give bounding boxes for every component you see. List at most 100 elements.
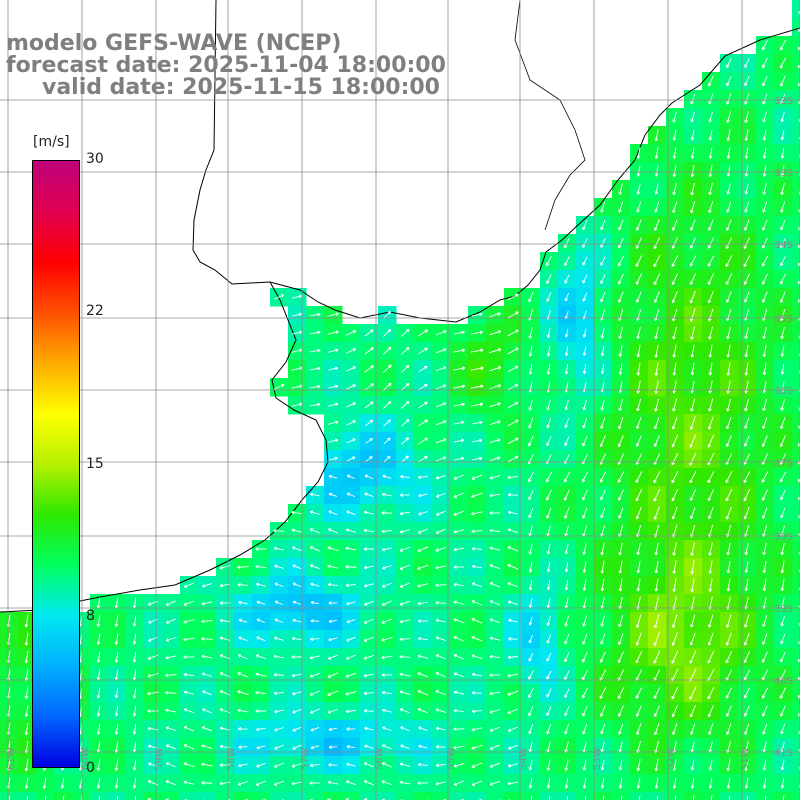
wind-arrow xyxy=(762,543,767,556)
wind-arrow xyxy=(707,255,715,267)
wind-arrow xyxy=(328,601,338,605)
wind-cell xyxy=(792,252,800,271)
wind-arrow xyxy=(725,219,732,231)
wind-cell xyxy=(792,342,800,361)
wind-arrow xyxy=(364,383,374,391)
wind-arrow xyxy=(726,578,731,592)
wind-arrow xyxy=(671,255,679,267)
wind-arrow xyxy=(636,398,642,412)
wind-arrow xyxy=(417,583,429,588)
wind-cell xyxy=(756,792,775,800)
wind-arrow xyxy=(564,579,569,591)
wind-arrow xyxy=(364,492,374,497)
wind-arrow xyxy=(274,582,284,588)
wind-arrow xyxy=(435,565,447,570)
wind-arrow xyxy=(653,506,660,520)
wind-arrow xyxy=(237,583,249,587)
wind-arrow xyxy=(600,578,605,592)
wind-arrow xyxy=(636,327,641,340)
wind-arrow xyxy=(672,326,677,340)
wind-arrow xyxy=(400,401,410,409)
wind-cell xyxy=(792,432,800,451)
wind-arrow xyxy=(726,344,731,358)
wind-arrow xyxy=(708,165,713,178)
wind-arrow xyxy=(636,183,641,195)
wind-arrow xyxy=(762,327,767,340)
wind-arrow xyxy=(453,366,466,371)
wind-arrow xyxy=(635,488,643,502)
wind-arrow xyxy=(672,380,677,394)
wind-arrow xyxy=(582,238,588,248)
wind-arrow xyxy=(672,344,677,358)
wind-arrow xyxy=(653,470,661,484)
wind-arrow xyxy=(507,383,519,391)
wind-arrow xyxy=(726,129,731,142)
wind-arrow xyxy=(418,419,428,427)
wind-cell xyxy=(792,414,800,433)
wind-arrow xyxy=(528,543,533,555)
lon-label: 54W xyxy=(518,747,529,770)
wind-cell xyxy=(792,522,800,541)
wind-arrow xyxy=(582,579,587,591)
wind-arrow xyxy=(310,600,320,605)
wind-arrow xyxy=(618,542,623,556)
wind-arrow xyxy=(471,330,483,335)
wind-arrow xyxy=(435,438,447,444)
wind-arrow xyxy=(365,456,373,462)
wind-arrow xyxy=(654,560,659,574)
wind-arrow xyxy=(399,511,410,516)
wind-arrow xyxy=(489,528,501,533)
wind-arrow xyxy=(400,474,410,479)
wind-arrow xyxy=(779,273,786,285)
wind-arrow xyxy=(689,452,697,466)
wind-arrow xyxy=(383,311,391,319)
wind-arrow xyxy=(653,237,661,250)
wind-arrow xyxy=(327,582,338,587)
wind-arrow xyxy=(726,201,732,213)
wind-cell xyxy=(126,792,145,800)
wind-cell xyxy=(792,774,800,793)
wind-arrow xyxy=(453,330,465,335)
wind-arrow xyxy=(743,488,751,502)
wind-arrow xyxy=(309,528,320,534)
wind-arrow xyxy=(707,489,714,502)
wind-arrow xyxy=(708,201,714,214)
wind-arrow xyxy=(744,579,749,592)
wind-arrow xyxy=(780,256,786,267)
wind-arrow xyxy=(708,542,713,556)
wind-arrow xyxy=(726,326,731,340)
wind-cell xyxy=(252,792,271,800)
wind-arrow xyxy=(328,384,339,389)
wind-arrow xyxy=(582,543,587,555)
wind-arrow xyxy=(564,363,569,375)
lon-label: 53W xyxy=(592,747,603,770)
wind-arrow xyxy=(744,111,749,123)
wind-arrow xyxy=(346,384,356,390)
wind-arrow xyxy=(489,564,501,570)
wind-cell xyxy=(432,792,451,800)
wind-arrow xyxy=(690,326,695,340)
lat-label: 35S xyxy=(774,314,793,325)
wind-arrow xyxy=(618,345,623,357)
wind-arrow xyxy=(689,273,697,285)
wind-arrow xyxy=(382,364,392,374)
wind-arrow xyxy=(563,489,570,501)
wind-arrow xyxy=(582,489,588,501)
wind-arrow xyxy=(528,363,533,375)
wind-cell xyxy=(792,738,800,757)
wind-arrow xyxy=(453,492,465,498)
wind-arrow xyxy=(274,294,285,300)
wind-arrow xyxy=(470,366,484,371)
wind-arrow xyxy=(743,255,751,267)
wind-arrow xyxy=(582,399,587,411)
wind-arrow xyxy=(436,510,446,516)
wind-arrow xyxy=(744,219,750,231)
wind-arrow xyxy=(309,546,321,552)
wind-arrow xyxy=(507,546,519,552)
wind-arrow xyxy=(654,129,659,142)
wind-arrow xyxy=(762,201,768,213)
wind-cell xyxy=(684,792,703,800)
wind-arrow xyxy=(780,129,785,141)
wind-arrow xyxy=(273,384,285,390)
wind-arrow xyxy=(327,330,339,335)
